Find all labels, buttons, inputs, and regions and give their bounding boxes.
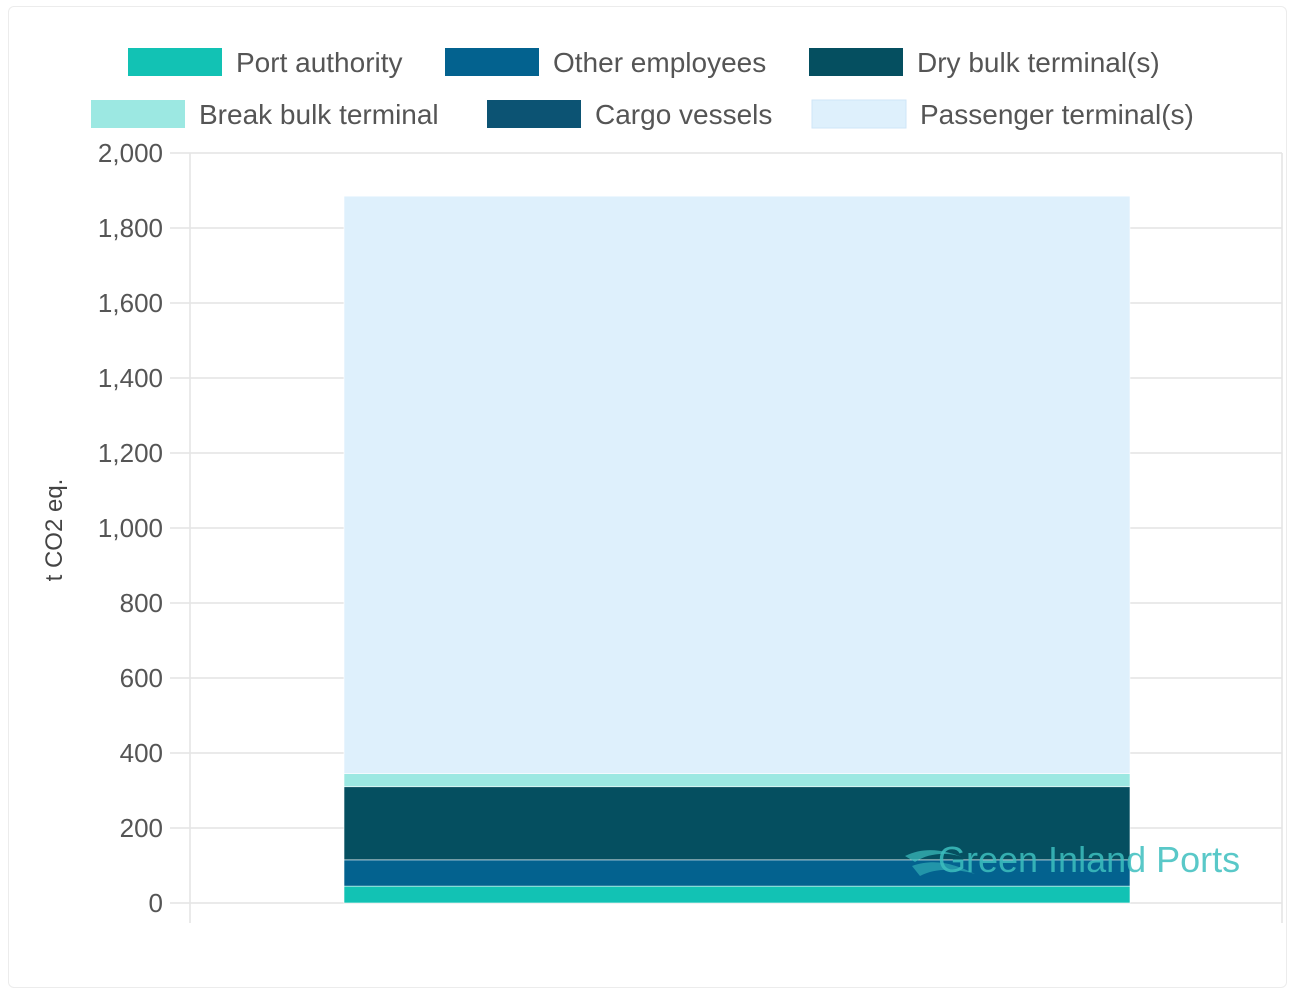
legend-label-other-employees[interactable]: Other employees (553, 47, 766, 78)
legend-swatch-cargo-vessels[interactable] (487, 100, 581, 128)
y-tick-label: 200 (120, 813, 163, 843)
legend-swatch-break-bulk-terminal[interactable] (91, 100, 185, 128)
bar-segment-dry-bulk-terminal-s[interactable] (343, 786, 1131, 861)
y-tick-label: 600 (120, 663, 163, 693)
legend: Port authority Other employees Dry bulk te… (91, 47, 1194, 130)
y-tick-label: 1,000 (98, 513, 163, 543)
bar-stack (343, 195, 1131, 904)
y-tick-label: 800 (120, 588, 163, 618)
watermark-text: Green Inland Ports (938, 839, 1240, 880)
bar-segment-other-employees[interactable] (343, 859, 1131, 887)
y-axis-label: t CO2 eq. (41, 479, 68, 582)
bar-segment-break-bulk-terminal[interactable] (343, 773, 1131, 788)
bar-segment-passenger-terminal-s[interactable] (343, 195, 1131, 774)
y-tick-label: 2,000 (98, 138, 163, 168)
y-tick-label: 1,800 (98, 213, 163, 243)
bar-segment-port-authority[interactable] (343, 885, 1131, 904)
y-tick-label: 1,200 (98, 438, 163, 468)
y-tick-label: 400 (120, 738, 163, 768)
legend-swatch-other-employees[interactable] (445, 48, 539, 76)
legend-label-passenger-terminal-s[interactable]: Passenger terminal(s) (920, 99, 1194, 130)
y-tick-label: 1,600 (98, 288, 163, 318)
legend-swatch-port-authority[interactable] (128, 48, 222, 76)
wave-icon-lower (912, 862, 975, 876)
wave-icon (905, 850, 965, 862)
legend-swatch-dry-bulk-terminal-s[interactable] (809, 48, 903, 76)
legend-label-dry-bulk-terminal-s[interactable]: Dry bulk terminal(s) (917, 47, 1160, 78)
y-tick-label: 0 (149, 888, 163, 918)
y-axis-ticks: 0 200 400 600 800 1,000 1,200 1,400 1,600 1,800 2,… (98, 138, 163, 918)
legend-label-break-bulk-terminal[interactable]: Break bulk terminal (199, 99, 439, 130)
legend-swatch-passenger-terminal-s[interactable] (811, 99, 907, 129)
legend-label-port-authority[interactable]: Port authority (236, 47, 403, 78)
watermark-logo: Green Inland Ports (905, 839, 1240, 880)
y-tick-label: 1,400 (98, 363, 163, 393)
legend-label-cargo-vessels[interactable]: Cargo vessels (595, 99, 772, 130)
